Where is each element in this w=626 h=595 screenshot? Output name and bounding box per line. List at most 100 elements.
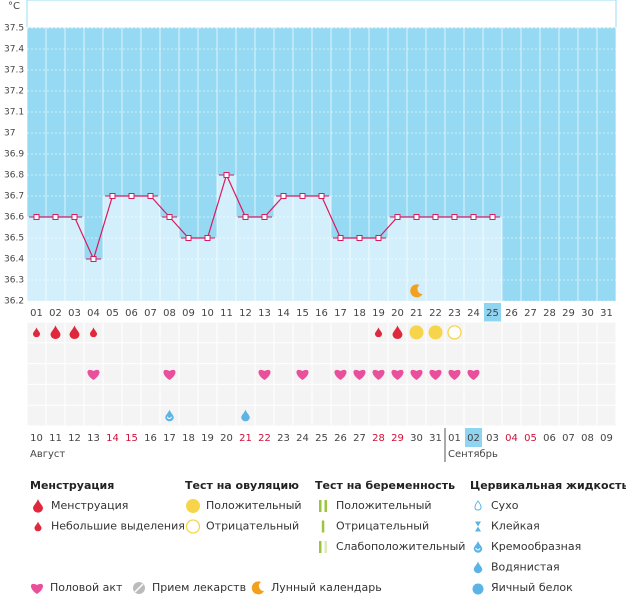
heart <box>353 369 366 380</box>
symbol <box>296 369 309 380</box>
temperature-point <box>394 214 401 220</box>
temperature-point <box>280 193 287 199</box>
bar-icon <box>321 520 325 533</box>
legend-icon <box>473 561 483 574</box>
date: 02 <box>467 433 480 444</box>
symbol <box>374 327 383 338</box>
cycle-day: 22 <box>429 308 442 319</box>
sticky-icon <box>475 521 481 532</box>
legend-label: Отрицательный <box>336 520 429 533</box>
y-tick-label: 37.4 <box>4 45 24 55</box>
heart <box>296 369 309 380</box>
temperature-point <box>204 235 211 241</box>
cycle-day: 14 <box>277 308 290 319</box>
temperature-point <box>109 193 116 199</box>
date: 26 <box>334 433 347 444</box>
legend-label: Водянистая <box>491 561 560 574</box>
date: 11 <box>49 433 62 444</box>
date: 25 <box>315 433 328 444</box>
heart <box>467 369 480 380</box>
legend-label: Слабоположительный <box>336 540 465 553</box>
cycle-day: 29 <box>562 308 575 319</box>
cycle-day: 02 <box>49 308 62 319</box>
legend-icon <box>185 519 201 534</box>
cycle-day: 30 <box>581 308 594 319</box>
y-tick-label: 37 <box>4 129 15 139</box>
legend-label: Прием лекарств <box>152 581 246 594</box>
symbol <box>69 325 80 340</box>
date: 03 <box>486 433 499 444</box>
symbol <box>372 369 385 380</box>
drop <box>89 327 98 338</box>
legend-icon <box>474 500 482 511</box>
legend-icon <box>186 499 200 513</box>
cycle-day: 06 <box>125 308 138 319</box>
cycle-day: 19 <box>372 308 385 319</box>
symbol <box>165 409 174 422</box>
circle-icon <box>185 519 201 534</box>
y-tick-label: 36.3 <box>4 276 24 286</box>
date: 04 <box>505 433 518 444</box>
heart <box>87 369 100 380</box>
date: 24 <box>296 433 309 444</box>
date: 14 <box>106 433 119 444</box>
symbol <box>392 325 403 340</box>
legend-icon <box>319 500 327 512</box>
lgt: Тест на беременность <box>315 479 455 492</box>
temperature-bar <box>122 196 141 301</box>
today-box <box>465 428 482 447</box>
legend-label: Небольшие выделения <box>51 520 185 533</box>
symbol <box>467 369 480 380</box>
temperature-bar <box>331 238 350 301</box>
drop <box>33 499 43 513</box>
temperature-point <box>223 172 230 178</box>
temperature-bar <box>293 196 312 301</box>
temperature-bar <box>350 238 369 301</box>
legend-label: Клейкая <box>491 520 540 533</box>
cycle-day: 18 <box>353 308 366 319</box>
legend-label: Отрицательный <box>206 520 299 533</box>
cycle-day: 07 <box>144 308 157 319</box>
bar-icon <box>319 500 322 512</box>
symbol <box>334 369 347 380</box>
heart <box>410 369 423 380</box>
cycle-day: 12 <box>239 308 252 319</box>
date: 30 <box>410 433 423 444</box>
date: 18 <box>182 433 195 444</box>
date: 16 <box>144 433 157 444</box>
y-tick-label: 36.7 <box>4 192 24 202</box>
symbol <box>391 369 404 380</box>
cycle-day: 20 <box>391 308 404 319</box>
symbol <box>163 369 176 380</box>
heart <box>391 369 404 380</box>
legend-label: Положительный <box>206 499 302 512</box>
date: 28 <box>372 433 385 444</box>
symbol <box>429 369 442 380</box>
temperature-point <box>52 214 59 220</box>
legend-icon <box>319 541 327 553</box>
date: 21 <box>239 433 252 444</box>
temperature-point <box>470 214 477 220</box>
legend-label: Положительный <box>336 499 432 512</box>
cycle-day: 21 <box>410 308 423 319</box>
legend-icon <box>251 581 264 595</box>
heart <box>372 369 385 380</box>
drop <box>392 325 403 340</box>
temperature-point <box>147 193 154 199</box>
date: 29 <box>391 433 404 444</box>
date: 09 <box>600 433 613 444</box>
temperature-point <box>90 256 97 262</box>
symbol <box>448 369 461 380</box>
cycle-day: 01 <box>30 308 43 319</box>
date: 17 <box>163 433 176 444</box>
temperature-point <box>489 214 496 220</box>
circle-icon <box>186 499 200 513</box>
date: 12 <box>68 433 81 444</box>
legend-icon <box>30 583 44 594</box>
cycle-day: 16 <box>315 308 328 319</box>
plot-top-strip <box>26 0 617 29</box>
y-tick-label: 36.6 <box>4 213 24 223</box>
drop <box>241 409 250 422</box>
temperature-bar <box>369 238 388 301</box>
